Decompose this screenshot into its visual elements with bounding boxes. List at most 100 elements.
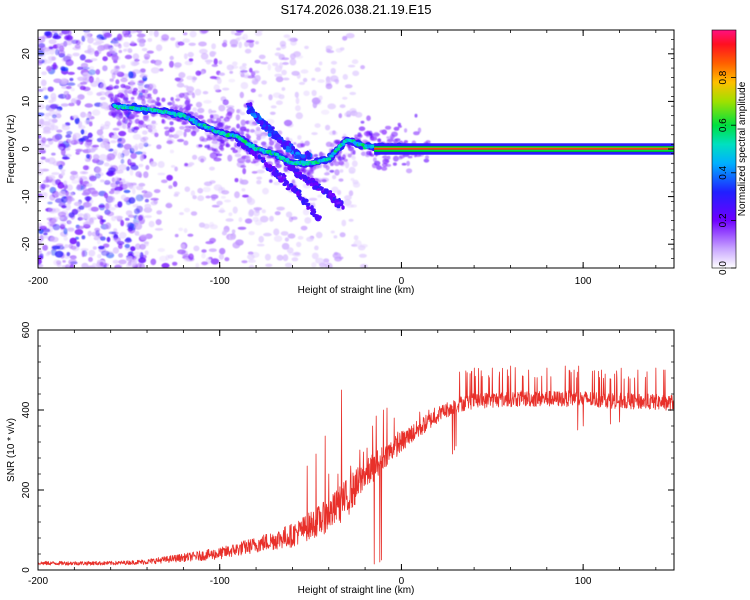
noise-speckle [97,254,102,259]
noise-speckle [240,112,246,116]
noise-speckle [247,210,254,217]
noise-speckle [140,234,149,240]
streak-speckle [302,178,306,182]
noise-speckle [100,123,105,130]
noise-speckle [285,211,293,218]
halo-speckle [175,98,181,102]
noise-speckle [128,214,135,218]
noise-speckle [89,66,95,71]
noise-speckle [51,96,57,102]
noise-speckle [153,189,161,194]
snr-series-line [38,365,674,566]
halo-speckle [117,119,122,126]
noise-speckle [238,217,243,223]
halo-speckle [224,125,229,129]
noise-speckle [228,212,233,217]
noise-speckle [199,48,208,55]
noise-speckle [139,41,145,47]
halo-speckle [392,162,397,166]
noise-speckle [276,47,281,51]
halo-speckle [406,168,413,174]
noise-speckle [80,129,85,135]
doppler-core [285,157,290,162]
streak-speckle [257,154,261,160]
noise-speckle [268,94,273,101]
noise-speckle [109,78,114,82]
noise-speckle [40,156,46,160]
noise-speckle [247,197,256,206]
noise-speckle [139,243,146,250]
noise-speckle [261,80,267,85]
noise-speckle [213,184,223,191]
noise-speckle [134,208,140,215]
noise-speckle [168,185,173,189]
noise-speckle [67,71,75,75]
noise-speckle [270,105,277,109]
halo-speckle [425,155,429,160]
noise-speckle [256,176,263,180]
noise-speckle [92,144,100,148]
noise-speckle [174,62,182,68]
noise-speckle [209,76,217,79]
noise-speckle [169,55,174,61]
noise-speckle [326,76,333,83]
noise-speckle [241,188,246,192]
noise-speckle [304,217,312,224]
noise-speckle [91,190,99,197]
noise-speckle [69,174,76,181]
streak-speckle [277,175,282,179]
halo-speckle [343,158,348,162]
noise-speckle [291,257,299,262]
noise-speckle [244,41,249,48]
noise-speckle [274,65,283,73]
noise-speckle [236,109,240,114]
noise-speckle [235,30,244,33]
noise-speckle [180,243,186,250]
noise-speckle [346,114,351,118]
noise-speckle [235,114,241,121]
noise-speckle [113,228,118,233]
noise-speckle [134,230,140,236]
noise-speckle [130,79,134,86]
noise-speckle [43,126,51,133]
noise-speckle [174,166,178,172]
noise-speckle [274,73,283,78]
noise-speckle [145,165,150,170]
noise-speckle [244,48,252,54]
noise-speckle [360,65,365,70]
noise-speckle [248,259,256,263]
halo-speckle [268,137,273,141]
noise-speckle [302,208,310,216]
noise-speckle [255,41,259,45]
doppler-track [111,102,405,168]
halo-speckle [183,110,189,114]
noise-speckle [348,218,354,222]
noise-speckle [189,30,197,38]
noise-speckle [66,252,71,257]
halo-speckle [382,158,390,165]
halo-speckle [163,126,170,130]
noise-speckle [111,134,120,140]
spectrogram-y-axis: -20 -10 0 10 20 [21,29,674,269]
noise-speckle [118,130,127,137]
noise-speckle [261,209,266,214]
noise-speckle [68,212,75,218]
noise-speckle [38,258,42,265]
noise-speckle [132,255,137,260]
noise-speckle [114,176,120,182]
halo-speckle [110,97,113,103]
noise-speckle [117,142,121,147]
noise-speckle [339,104,346,109]
noise-speckle [350,204,358,208]
streak-speckle [301,201,305,206]
noise-speckle [283,119,293,127]
halo-speckle [184,125,191,129]
noise-speckle [103,162,110,167]
noise-speckle [281,69,287,76]
noise-speckle [55,113,62,119]
noise-speckle [323,258,330,263]
noise-speckle [86,183,93,188]
noise-speckle [97,45,106,52]
noise-speckle [38,60,43,66]
noise-speckle [294,55,304,59]
